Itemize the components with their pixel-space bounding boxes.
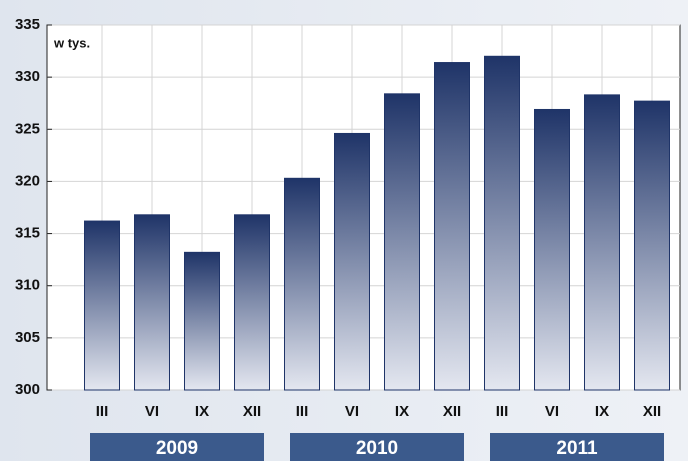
y-tick-label: 315 (15, 225, 40, 242)
year-box (290, 433, 464, 461)
bar (84, 220, 120, 391)
y-tick-label: 335 (15, 16, 40, 33)
year-box (90, 433, 264, 461)
y-tick-label: 330 (15, 68, 40, 85)
x-tick-label: III (296, 403, 309, 420)
x-tick-label: III (96, 403, 109, 420)
x-tick-label: VI (345, 403, 359, 420)
y-tick-label: 320 (15, 172, 40, 189)
bar (434, 62, 470, 391)
bar (634, 100, 670, 391)
x-tick-label: IX (195, 403, 209, 420)
x-tick-label: IX (395, 403, 409, 420)
bar (534, 108, 570, 391)
y-tick-label: 300 (15, 381, 40, 398)
x-tick-label: XII (443, 403, 461, 420)
year-label: 2010 (356, 438, 398, 459)
year-label: 2011 (556, 438, 598, 459)
bar (234, 214, 270, 391)
x-tick-label: XII (243, 403, 261, 420)
bar (484, 55, 520, 391)
x-tick-label: VI (545, 403, 559, 420)
x-tick-label: VI (145, 403, 159, 420)
bar (584, 94, 620, 391)
bar (384, 93, 420, 391)
y-tick-label: 310 (15, 277, 40, 294)
x-tick-label: XII (643, 403, 661, 420)
y-tick-label: 325 (15, 120, 40, 137)
year-box (490, 433, 664, 461)
annotation: w tys. (53, 35, 90, 50)
year-label: 2009 (156, 438, 198, 459)
x-tick-label: III (496, 403, 509, 420)
bar (284, 177, 320, 391)
bar (184, 251, 220, 391)
x-tick-label: IX (595, 403, 609, 420)
y-tick-label: 305 (15, 329, 40, 346)
bar (334, 132, 370, 391)
bar (134, 214, 170, 391)
